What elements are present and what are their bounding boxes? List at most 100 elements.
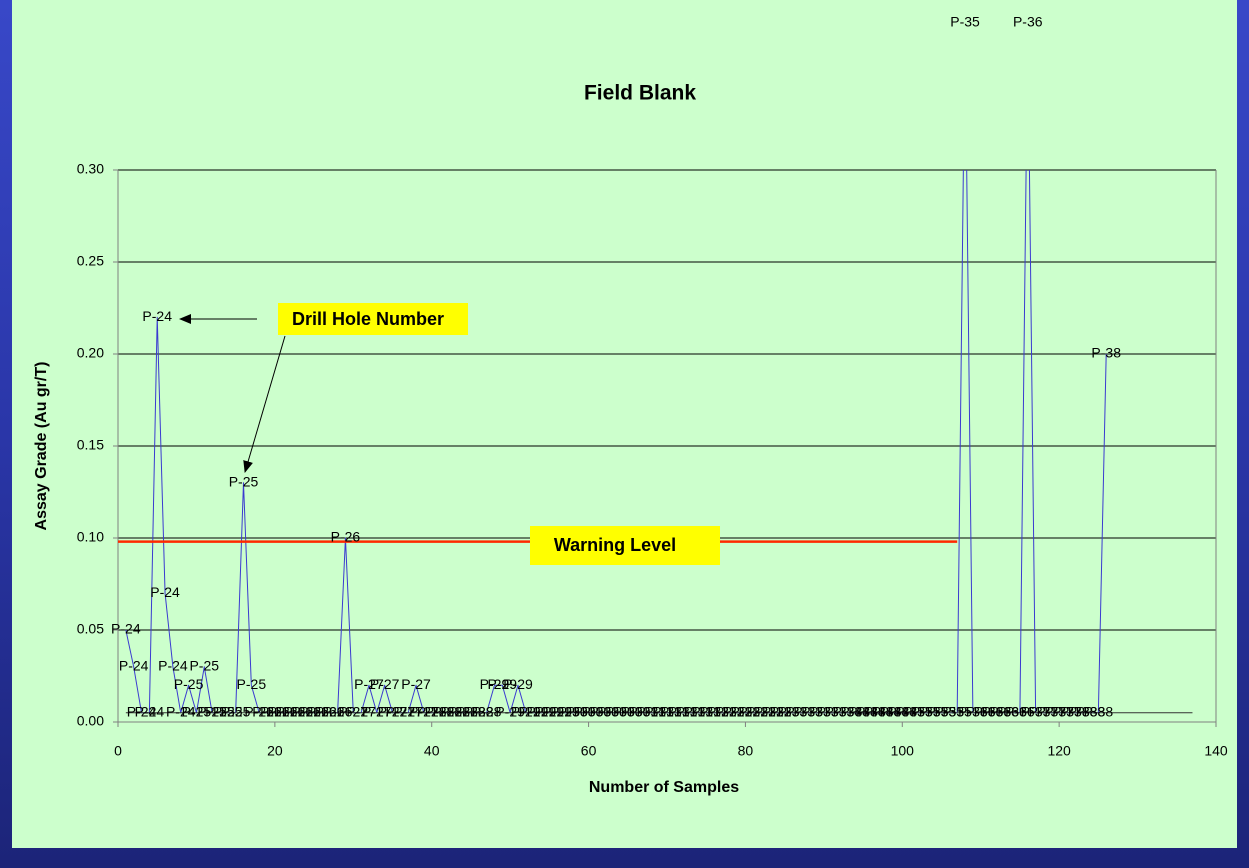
- data-label: P-24: [158, 658, 188, 674]
- data-label: P-32: [715, 704, 745, 720]
- data-label: P-35: [903, 704, 933, 720]
- annotation-box: [278, 303, 468, 335]
- chart-title: Field Blank: [584, 82, 696, 105]
- data-label: P-31: [637, 704, 667, 720]
- data-label: P-38: [1084, 704, 1114, 720]
- data-label: P-24: [111, 621, 141, 637]
- data-label: P-30: [613, 704, 643, 720]
- data-label: P-29: [488, 676, 518, 692]
- annotation-box: [530, 526, 720, 565]
- data-label: P-29: [503, 676, 533, 692]
- data-label: P-33: [817, 704, 847, 720]
- annotations: Drill Hole Number Warning Level: [179, 303, 720, 565]
- data-label: P-29: [535, 704, 565, 720]
- data-label: P-24: [119, 658, 149, 674]
- data-label: P-36: [982, 704, 1012, 720]
- data-label: P-24: [135, 704, 165, 720]
- data-label: P-34: [887, 704, 917, 720]
- data-label: P-28: [448, 704, 478, 720]
- data-label: P-35: [919, 704, 949, 720]
- data-label: P-27: [354, 676, 384, 692]
- data-label: P-32: [699, 704, 729, 720]
- data-label: P-36: [1005, 704, 1035, 720]
- data-label: P-32: [754, 704, 784, 720]
- data-label: P-28: [433, 704, 463, 720]
- data-label: P-33: [786, 704, 816, 720]
- data-label: P-31: [660, 704, 690, 720]
- x-tick-label: 60: [581, 743, 597, 759]
- data-label: P-26: [252, 704, 282, 720]
- data-label: P-37: [1044, 704, 1074, 720]
- data-label: P-32: [707, 704, 737, 720]
- data-label: P-36: [974, 704, 1004, 720]
- x-tick-label: 40: [424, 743, 440, 759]
- y-tick-label: 0.30: [77, 161, 104, 177]
- x-tick-label: 80: [738, 743, 754, 759]
- data-label: P-37: [1021, 704, 1051, 720]
- chart-panel: [12, 0, 1237, 848]
- data-label: P-31: [644, 704, 674, 720]
- data-label: P-33: [793, 704, 823, 720]
- data-label: P-37: [1029, 704, 1059, 720]
- data-label: P-26: [315, 704, 345, 720]
- data-label: P-26: [284, 704, 314, 720]
- arrow: [243, 335, 286, 473]
- data-label: P-26: [276, 704, 306, 720]
- warning-label: Warning Level: [554, 535, 676, 555]
- data-label: P-32: [762, 704, 792, 720]
- data-label: P-25: [237, 676, 267, 692]
- data-label: P-35: [895, 704, 925, 720]
- data-label: P-26: [268, 704, 298, 720]
- y-tick-label: 0.20: [77, 345, 104, 361]
- data-label: P-26: [291, 704, 321, 720]
- data-label: P-34: [840, 704, 870, 720]
- data-label: P-32: [723, 704, 753, 720]
- data-label: P-29: [480, 676, 510, 692]
- data-label: P-37: [1037, 704, 1067, 720]
- data-label: P-25: [189, 658, 219, 674]
- y-tick-label: 0.25: [77, 253, 104, 269]
- data-label: P-31: [652, 704, 682, 720]
- data-label: P-27: [393, 704, 423, 720]
- data-label: P-36: [989, 704, 1019, 720]
- data-label: P-29: [495, 704, 525, 720]
- data-label: P-28: [456, 704, 486, 720]
- data-label: P-26: [299, 704, 329, 720]
- data-label: P-34: [872, 704, 902, 720]
- data-label: P-26: [260, 704, 290, 720]
- data-label: P-26: [323, 704, 353, 720]
- y-tick-label: 0.10: [77, 529, 104, 545]
- data-label: P-30: [589, 704, 619, 720]
- data-label: P-27: [386, 704, 416, 720]
- annotation: Drill Hole Number: [292, 309, 444, 329]
- data-label: P-34: [856, 704, 886, 720]
- data-label: P-28: [472, 704, 502, 720]
- data-label: P-27: [401, 676, 431, 692]
- x-tick-label: 0: [114, 743, 122, 759]
- data-label: P-24: [150, 584, 180, 600]
- data-label: P-36: [1013, 14, 1043, 30]
- data-label: P-29: [511, 704, 541, 720]
- data-label: P-33: [801, 704, 831, 720]
- data-label: P-34: [864, 704, 894, 720]
- data-label: P-38: [1076, 704, 1106, 720]
- data-label: P-30: [582, 704, 612, 720]
- y-tick-label: 0.00: [77, 713, 104, 729]
- data-label: P-28: [440, 704, 470, 720]
- data-label: P-25: [213, 704, 243, 720]
- y-tick-label: 0.15: [77, 437, 104, 453]
- data-label: P-34: [833, 704, 863, 720]
- axes: 0.00 0.05 0.10 0.15 0.20 0.25 0.30 0 20 40 60 80 100…: [77, 161, 1228, 759]
- data-label: P-31: [691, 704, 721, 720]
- data-label: P-30: [605, 704, 635, 720]
- data-label: P-35: [942, 704, 972, 720]
- data-label: P-32: [731, 704, 761, 720]
- data-label: P-36: [958, 704, 988, 720]
- y-tick-label: 0.05: [77, 621, 104, 637]
- data-label: P-29: [542, 704, 572, 720]
- data-label: P-25: [182, 704, 212, 720]
- data-label: P-26: [307, 704, 337, 720]
- data-label: P-27: [346, 704, 376, 720]
- data-label: P-30: [597, 704, 627, 720]
